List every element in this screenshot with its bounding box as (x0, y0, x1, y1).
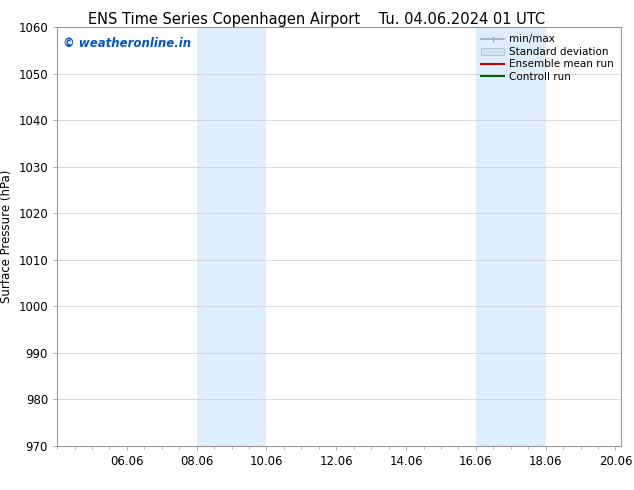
Legend: min/max, Standard deviation, Ensemble mean run, Controll run: min/max, Standard deviation, Ensemble me… (479, 32, 616, 84)
Text: ENS Time Series Copenhagen Airport    Tu. 04.06.2024 01 UTC: ENS Time Series Copenhagen Airport Tu. 0… (88, 12, 546, 27)
Y-axis label: Surface Pressure (hPa): Surface Pressure (hPa) (0, 170, 13, 303)
Text: © weatheronline.in: © weatheronline.in (63, 37, 191, 50)
Bar (197, 27, 266, 446)
Bar (476, 27, 546, 446)
